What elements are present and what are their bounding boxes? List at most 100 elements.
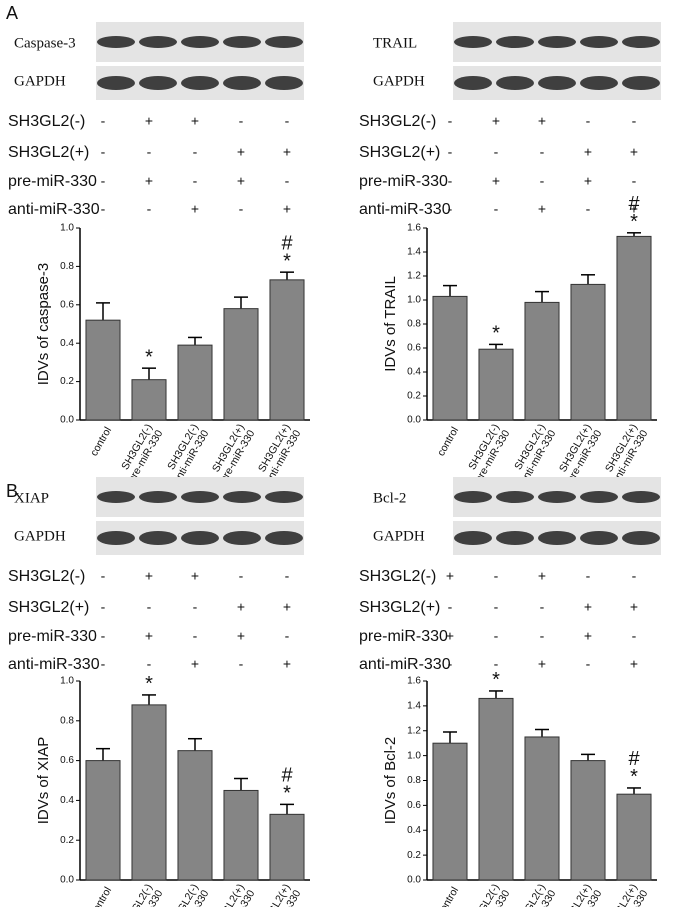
condition-sign: - (494, 568, 499, 584)
blot-band (454, 76, 492, 90)
condition-label: SH3GL2(+) (359, 599, 440, 616)
blot-band (265, 36, 303, 48)
blot-band (496, 531, 534, 545)
annotation: * (145, 673, 153, 695)
y-tick-label: 1.6 (407, 676, 421, 687)
blot-band (622, 491, 660, 503)
condition-sign: - (632, 568, 637, 584)
bar (269, 279, 305, 421)
blot-band (97, 36, 135, 48)
condition-sign: + (283, 656, 291, 672)
blot-band (538, 76, 576, 90)
x-tick-label: SH3GL2(+)anti-miR-330 (252, 422, 303, 486)
condition-sign: + (283, 144, 291, 160)
condition-sign: - (632, 628, 637, 644)
blot-band (181, 36, 219, 48)
condition-sign: + (584, 173, 592, 189)
blot-band (223, 531, 261, 545)
x-tick-label: SH3GL2(+)pre-miR-330 (207, 882, 257, 907)
bar (85, 319, 121, 421)
y-tick-label: 0.4 (60, 338, 74, 349)
x-tick-label: SH3GL2(-)pre-miR-330 (462, 422, 512, 485)
x-tick-label: SH3GL2(-)anti-miR-330 (507, 882, 558, 907)
x-tick-label: SH3GL2(-)anti-miR-330 (160, 882, 211, 907)
condition-sign: + (237, 144, 245, 160)
y-tick-label: 0.6 (60, 755, 74, 766)
bar (524, 736, 560, 881)
bar (616, 793, 652, 881)
x-tick-label-line: control (88, 885, 114, 907)
annotation: * (283, 783, 291, 805)
y-tick-label: 0.8 (60, 715, 74, 726)
condition-label: anti-miR-330 (8, 201, 100, 218)
y-tick-label: 0.8 (60, 261, 74, 272)
condition-sign: - (101, 628, 106, 644)
condition-sign: - (540, 173, 545, 189)
y-tick-label: 1.0 (407, 750, 421, 761)
condition-label: pre-miR-330 (359, 628, 448, 645)
panel-label: B (6, 481, 18, 501)
y-tick-label: 0.6 (407, 800, 421, 811)
blot-band (454, 531, 492, 545)
y-tick-label: 0.2 (60, 376, 74, 387)
condition-sign: - (586, 113, 591, 129)
condition-sign: - (586, 656, 591, 672)
y-axis-label: IDVs of Bcl-2 (382, 737, 399, 825)
x-tick-label: control (88, 885, 114, 907)
condition-label: SH3GL2(+) (359, 144, 440, 161)
condition-sign: - (448, 113, 453, 129)
annotation: * (630, 766, 638, 788)
y-tick-label: 1.0 (407, 295, 421, 306)
condition-sign: - (101, 201, 106, 217)
x-tick-label: SH3GL2(-)anti-miR-330 (507, 422, 558, 486)
blot-label: XIAP (14, 490, 49, 506)
blot-band (223, 491, 261, 503)
annotation: * (492, 323, 500, 345)
condition-sign: + (630, 656, 638, 672)
y-tick-label: 1.0 (60, 223, 74, 234)
condition-sign: + (191, 113, 199, 129)
panel-label: A (6, 3, 18, 23)
blot-band (265, 531, 303, 545)
blot-band (97, 76, 135, 90)
x-tick-label: SH3GL2(+)pre-miR-330 (554, 422, 604, 485)
bar (616, 235, 652, 421)
y-tick-label: 1.2 (407, 271, 421, 282)
condition-sign: - (448, 144, 453, 160)
condition-sign: - (632, 113, 637, 129)
condition-sign: - (448, 656, 453, 672)
condition-sign: - (239, 201, 244, 217)
blot-band (265, 491, 303, 503)
condition-label: anti-miR-330 (359, 201, 451, 218)
condition-sign: - (285, 628, 290, 644)
condition-sign: + (145, 628, 153, 644)
blot-band (622, 531, 660, 545)
condition-sign: - (101, 173, 106, 189)
condition-sign: - (193, 144, 198, 160)
blot-band (580, 76, 618, 90)
blot-band (139, 76, 177, 90)
condition-label: anti-miR-330 (359, 656, 451, 673)
condition-sign: - (494, 144, 499, 160)
x-tick-label: SH3GL2(+)anti-miR-330 (252, 882, 303, 907)
y-tick-label: 1.4 (407, 701, 421, 712)
condition-sign: - (147, 656, 152, 672)
condition-sign: - (448, 173, 453, 189)
bar (432, 295, 468, 421)
blot-label: TRAIL (373, 35, 417, 51)
blot-band (181, 491, 219, 503)
x-tick-label: SH3GL2(-)pre-miR-330 (462, 882, 512, 907)
condition-label: pre-miR-330 (8, 628, 97, 645)
y-axis-label: IDVs of XIAP (35, 737, 52, 825)
y-tick-label: 0.8 (407, 319, 421, 330)
condition-sign: + (191, 656, 199, 672)
blot-band (181, 76, 219, 90)
x-tick-label: control (88, 425, 114, 458)
condition-label: SH3GL2(-) (8, 113, 85, 130)
condition-sign: - (285, 113, 290, 129)
blot-label: Caspase-3 (14, 35, 76, 51)
y-tick-label: 0.0 (60, 415, 74, 426)
condition-sign: - (147, 201, 152, 217)
blot-band (580, 36, 618, 48)
blot-band (139, 531, 177, 545)
